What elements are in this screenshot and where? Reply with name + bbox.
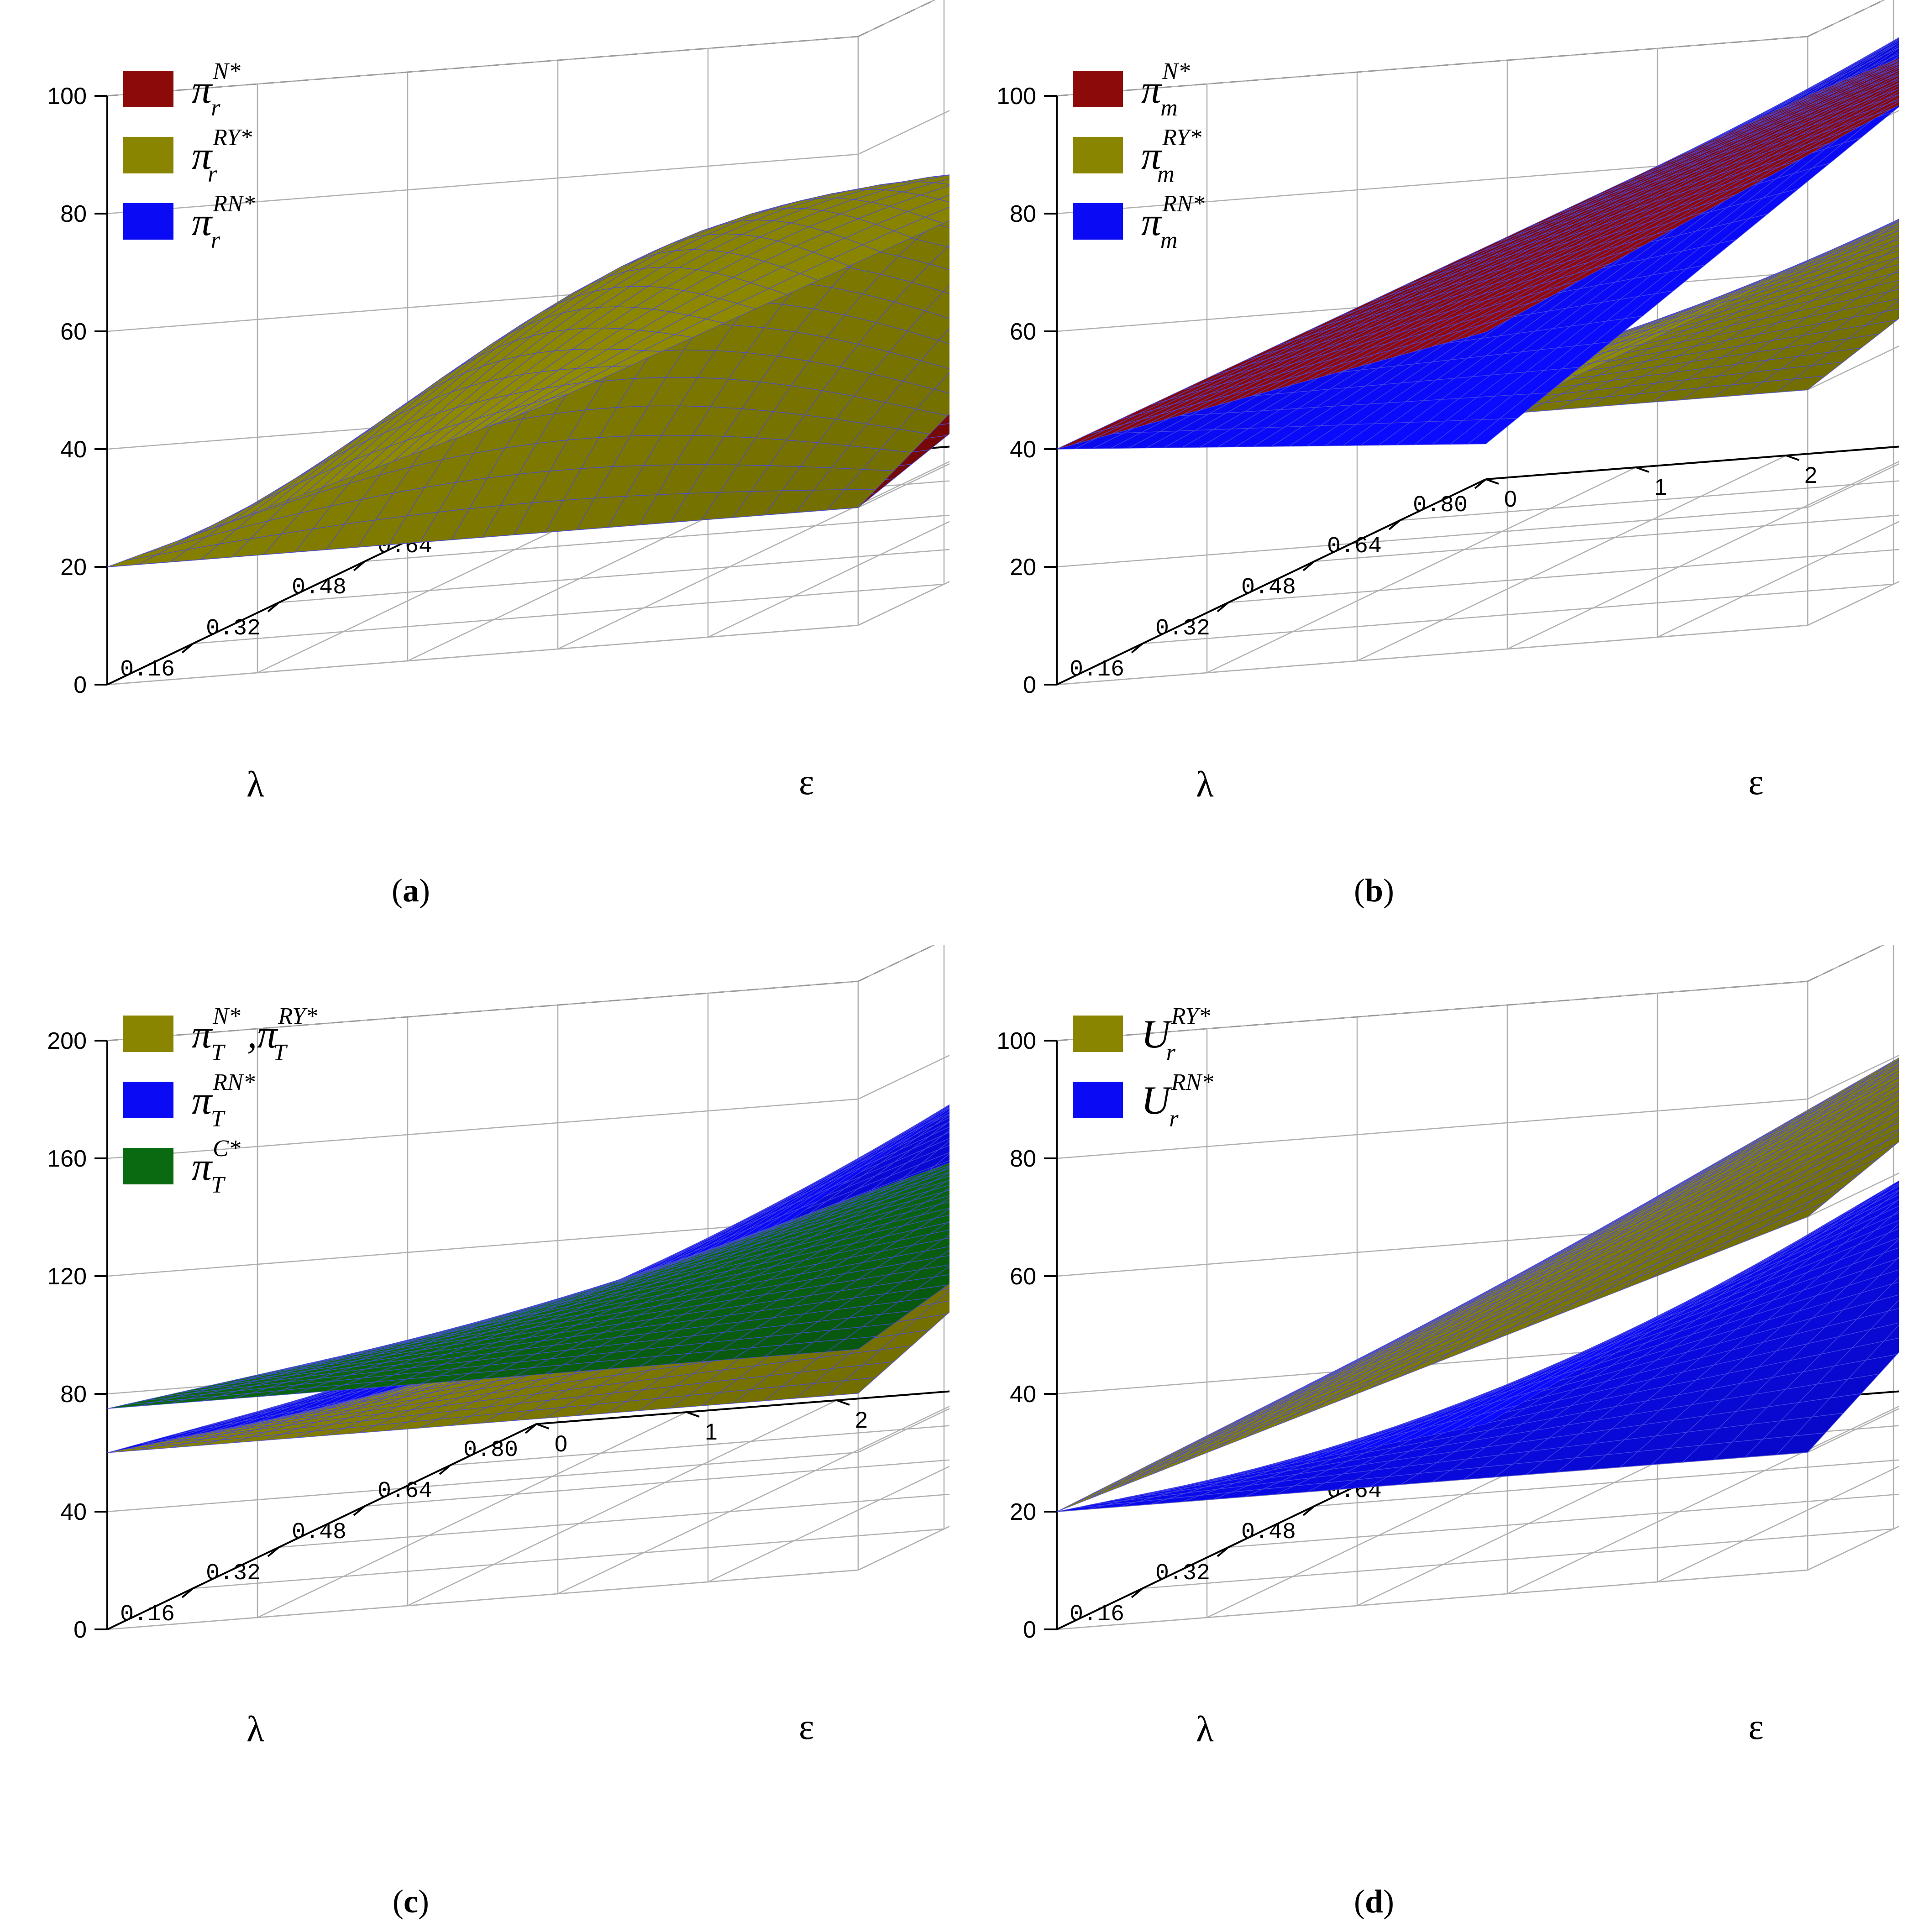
surface-cell (947, 1104, 949, 1106)
legend-swatch (1073, 137, 1123, 173)
z-tick-label: 0 (73, 672, 87, 698)
axes: 040801201602000.160.320.480.640.80012345… (47, 1028, 949, 1749)
y-tick-label: 1 (1654, 474, 1667, 500)
y-axis-label: ε (799, 1707, 814, 1747)
y-axis-label: ε (799, 762, 814, 802)
legend-label: πN* r (192, 58, 241, 121)
z-tick-label: 0 (73, 1617, 87, 1643)
chart-panel-c: 040801201602000.160.320.480.640.80012345… (14, 945, 949, 1858)
surface-cell (1888, 62, 1899, 68)
x-tick-label: 0.32 (206, 1560, 261, 1586)
z-tick-label: 40 (1010, 436, 1036, 463)
surface-cell (1468, 314, 1517, 337)
y-tick-label: 0 (1504, 486, 1517, 512)
y-axis-label: ε (1748, 762, 1764, 802)
z-tick-label: 20 (1010, 554, 1036, 581)
legend-swatch (123, 137, 173, 173)
surface-cell (518, 394, 568, 416)
x-tick-label: 0.32 (1155, 616, 1210, 642)
y-tick-label: 1 (705, 1419, 718, 1445)
x-tick-label: 0.48 (292, 575, 346, 601)
chart-panel-a: 0204060801000.160.320.480.640.80012345λε… (14, 0, 949, 913)
z-tick-label: 120 (47, 1263, 87, 1290)
surface-series-red (1056, 58, 1899, 450)
z-tick-label: 40 (60, 436, 87, 463)
legend-label: πRN* r (192, 191, 255, 253)
surface-plot-a: 0204060801000.160.320.480.640.80012345λε… (47, 0, 949, 805)
surface-cell (1888, 98, 1899, 105)
surface-cell (947, 174, 949, 176)
z-tick-label: 80 (60, 1381, 87, 1408)
surface-cell (1888, 77, 1899, 84)
x-tick-label: 0.32 (206, 616, 261, 642)
legend-label: πRY* r (192, 125, 252, 187)
z-tick-label: 160 (47, 1146, 87, 1172)
x-tick-label: 0.64 (378, 1478, 432, 1504)
surface-cell (938, 328, 949, 345)
surface-series-olive (107, 174, 949, 567)
x-tick-label: 0.64 (1327, 534, 1382, 560)
legend-swatch (123, 71, 173, 107)
legend-label: πRY* m (1141, 125, 1201, 187)
legend-swatch (1073, 71, 1123, 107)
x-axis-label: λ (247, 764, 264, 805)
z-tick-label: 80 (1010, 201, 1036, 227)
x-axis-label: λ (1196, 764, 1214, 805)
surface-plot-b: 0204060801000.160.320.480.640.80012345λε… (997, 0, 1899, 805)
z-tick-label: 80 (60, 201, 87, 227)
z-tick-label: 60 (1010, 319, 1036, 345)
surface-plot-c: 040801201602000.160.320.480.640.80012345… (47, 945, 949, 1749)
z-tick-label: 0 (1023, 672, 1036, 698)
panel-caption: (b) (1353, 872, 1394, 909)
panel-caption: (a) (392, 872, 430, 909)
surface-series-green (107, 1162, 949, 1409)
x-tick-label: 0.16 (120, 1602, 175, 1628)
legend-swatch (1073, 203, 1123, 240)
legend-label: πN* m (1141, 58, 1190, 121)
y-tick-label: 2 (855, 1407, 868, 1433)
z-tick-label: 40 (60, 1499, 87, 1525)
z-tick-label: 60 (60, 319, 87, 345)
x-tick-label: 0.80 (463, 1437, 518, 1463)
chart-panel-b: 0204060801000.160.320.480.640.80012345λε… (963, 0, 1899, 913)
x-tick-label: 0.16 (1070, 657, 1124, 683)
surface-cell (1467, 418, 1518, 445)
x-tick-label: 0.48 (292, 1519, 346, 1545)
y-tick-label: 2 (1804, 462, 1817, 488)
x-tick-label: 0.80 (1413, 492, 1468, 518)
z-tick-label: 20 (60, 554, 87, 581)
x-axis-label: λ (247, 1709, 264, 1749)
z-tick-label: 100 (47, 83, 87, 110)
surface-cell (938, 194, 949, 203)
y-tick-label: 0 (555, 1431, 567, 1456)
surface-cell (1888, 51, 1899, 60)
x-tick-label: 0.48 (1241, 575, 1296, 601)
z-tick-label: 100 (997, 83, 1036, 110)
x-tick-label: 0.16 (120, 657, 175, 683)
z-tick-label: 200 (47, 1028, 87, 1054)
surface-cell (942, 284, 949, 294)
legend-swatch (123, 203, 173, 240)
legend-label: πRN* m (1141, 191, 1205, 253)
